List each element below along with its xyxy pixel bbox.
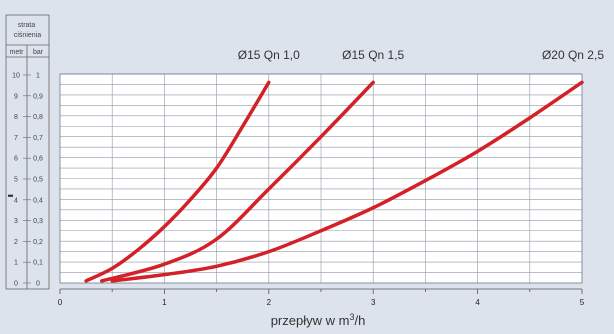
- y-unit-left-label: metr: [10, 49, 25, 56]
- y-axis-marker: [8, 194, 13, 197]
- x-tick-label: 5: [580, 298, 585, 307]
- y-tick-label-metr: 9: [14, 93, 18, 100]
- x-tick-group: 0 1 2 3 4 5: [58, 289, 585, 307]
- y-tick-label-bar: 0,9: [33, 93, 43, 100]
- series-labels: Ø15 Qn 1,0 Ø15 Qn 1,5 Ø20 Qn 2,5: [238, 48, 605, 62]
- plot-area: [59, 73, 583, 284]
- y-tick-label-metr: 6: [14, 156, 18, 163]
- series-label: Ø15 Qn 1,5: [342, 48, 404, 62]
- y-tick-label-bar: 0,4: [33, 197, 43, 204]
- y-tick-label-bar: 0,7: [33, 135, 43, 142]
- y-axis-title-line: strata: [18, 22, 36, 29]
- y-tick-label-bar: 0: [36, 281, 40, 288]
- series-line: [110, 80, 584, 283]
- y-tick-label-bar: 1: [36, 73, 40, 80]
- x-tick-label: 0: [58, 298, 63, 307]
- y-tick-label-metr: 4: [14, 197, 18, 204]
- y-tick-label-metr: 10: [12, 73, 20, 80]
- x-tick-label: 1: [162, 298, 167, 307]
- x-tick-label: 4: [475, 298, 480, 307]
- x-axis-title: przepływ w m3/h: [271, 312, 366, 328]
- y-tick-label-metr: 7: [14, 135, 18, 142]
- y-axis-title-line: ciśnienia: [14, 32, 41, 39]
- series-label: Ø15 Qn 1,0: [238, 48, 300, 62]
- x-axis-title-tail: /h: [354, 313, 365, 328]
- y-tick-label-metr: 8: [14, 114, 18, 121]
- y-axis-box: [5, 14, 50, 290]
- y-tick-label-metr: 1: [14, 260, 18, 267]
- x-axis-title-main: przepływ w m: [271, 313, 350, 328]
- y-tick-label-bar: 0,6: [33, 156, 43, 163]
- series-line: [100, 80, 375, 283]
- x-tick-label: 2: [267, 298, 272, 307]
- y-tick-label-metr: 2: [14, 239, 18, 246]
- y-tick-label-bar: 0,5: [33, 177, 43, 184]
- y-unit-right-label: bar: [33, 49, 44, 56]
- y-tick-label-metr: 3: [14, 218, 18, 225]
- y-tick-label-bar: 0,1: [33, 260, 43, 267]
- y-tick-label-bar: 0,2: [33, 239, 43, 246]
- y-tick-label-metr: 5: [14, 177, 18, 184]
- y-axis-title: strata ciśnienia: [14, 22, 41, 39]
- x-axis-title-sup: 3: [349, 312, 354, 322]
- y-tick-group: 0 0 1 0,1 2 0,2 3 0,3 4 0,4 5 0,5 6 0,6 7 0,7 8 0,8 9 0,9 10…: [8, 73, 43, 288]
- plot-border: [59, 73, 583, 284]
- y-tick-label-bar: 0,8: [33, 114, 43, 121]
- series-line: [84, 80, 271, 283]
- y-tick-label-metr: 0: [14, 281, 18, 288]
- series-group: [84, 80, 584, 283]
- x-tick-label: 3: [371, 298, 376, 307]
- series-label: Ø20 Qn 2,5: [542, 48, 604, 62]
- y-tick-label-bar: 0,3: [33, 218, 43, 225]
